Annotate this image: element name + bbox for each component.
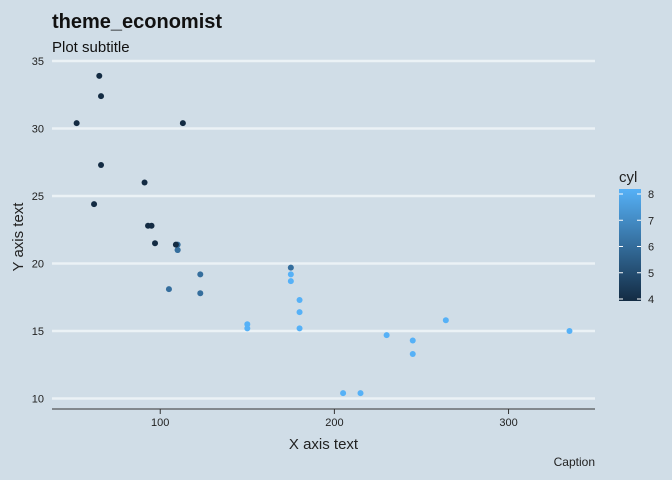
data-point <box>244 325 251 332</box>
x-tick-label: 100 <box>151 417 169 429</box>
data-point <box>172 241 179 248</box>
data-point <box>409 337 416 344</box>
y-tick-label: 15 <box>32 326 44 338</box>
chart-subtitle: Plot subtitle <box>52 39 130 56</box>
data-point <box>141 179 148 186</box>
x-axis-ticks: 100 200 300 <box>151 409 518 429</box>
x-tick-label: 300 <box>499 417 517 429</box>
data-point <box>96 72 103 79</box>
data-point <box>174 247 181 254</box>
data-point <box>296 296 303 303</box>
data-point <box>357 390 364 397</box>
data-point <box>98 93 105 100</box>
x-tick-label: 200 <box>325 417 343 429</box>
data-point <box>409 350 416 357</box>
data-point <box>287 264 294 271</box>
legend-ticks: 4 5 6 7 8 <box>619 189 654 306</box>
chart-title: theme_economist <box>52 11 222 33</box>
data-point <box>442 317 449 324</box>
data-point <box>98 161 105 168</box>
y-tick-label: 20 <box>32 259 44 271</box>
legend-tick-label: 5 <box>648 268 654 280</box>
data-point <box>340 390 347 397</box>
data-point <box>296 325 303 332</box>
y-tick-label: 35 <box>32 56 44 68</box>
legend-tick-label: 7 <box>648 215 654 227</box>
data-point <box>383 332 390 339</box>
data-point <box>566 328 573 335</box>
data-points <box>73 72 573 397</box>
legend-colorbar <box>619 189 641 301</box>
legend-tick-label: 6 <box>648 242 654 254</box>
data-point <box>165 286 172 293</box>
data-point <box>296 309 303 316</box>
y-tick-label: 30 <box>32 124 44 136</box>
data-point <box>197 271 204 278</box>
legend-title: cyl <box>619 169 637 186</box>
data-point <box>91 201 98 208</box>
x-axis-title: X axis text <box>289 436 359 453</box>
y-axis-ticks: 10 15 20 25 30 35 <box>32 56 44 406</box>
data-point <box>152 240 159 247</box>
legend-tick-label: 8 <box>648 189 654 201</box>
y-tick-label: 10 <box>32 394 44 406</box>
chart-caption: Caption <box>554 455 595 469</box>
y-axis-title: Y axis text <box>10 202 27 272</box>
data-point <box>148 222 155 229</box>
data-point <box>287 271 294 278</box>
color-legend: cyl 4 5 6 7 8 <box>619 169 654 306</box>
data-point <box>287 278 294 285</box>
legend-tick-label: 4 <box>648 294 654 306</box>
data-point <box>73 120 80 127</box>
data-point <box>179 120 186 127</box>
data-point <box>197 290 204 297</box>
y-tick-label: 25 <box>32 191 44 203</box>
gridlines <box>52 59 595 400</box>
